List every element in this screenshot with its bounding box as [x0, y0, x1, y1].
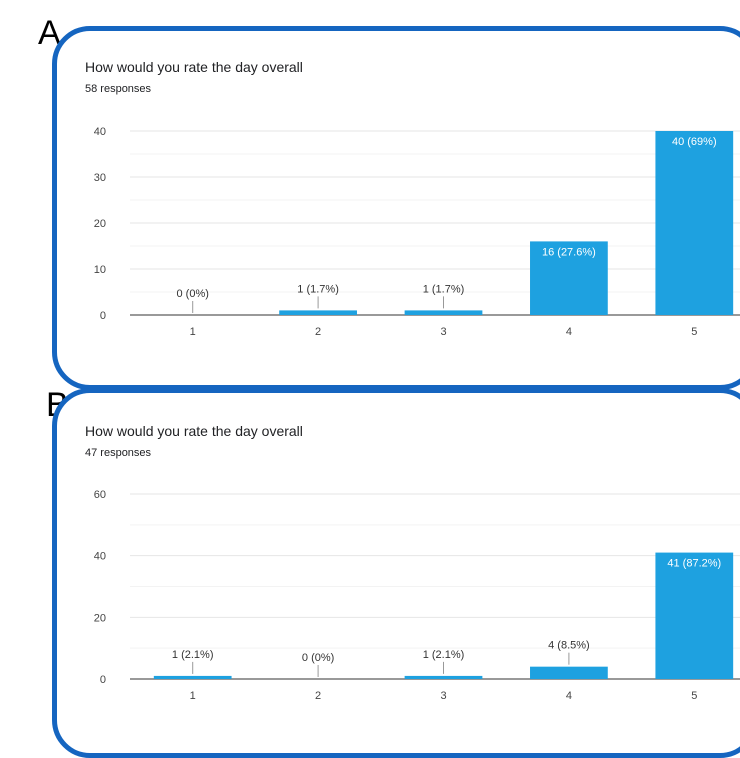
x-tick-label: 5: [691, 326, 697, 338]
data-label: 40 (69%): [672, 136, 717, 148]
data-label: 4 (8.5%): [548, 640, 590, 652]
data-label: 0 (0%): [176, 288, 208, 300]
x-tick-label: 4: [566, 690, 572, 702]
chart-panel-b: How would you rate the day overall 47 re…: [52, 388, 740, 758]
y-tick-label: 60: [94, 489, 106, 501]
bar: [404, 310, 483, 315]
bar: [655, 131, 734, 315]
x-tick-label: 5: [691, 690, 697, 702]
y-tick-label: 10: [94, 264, 106, 276]
y-tick-label: 0: [100, 310, 106, 322]
bar: [153, 675, 232, 679]
bar-chart-b: 0 20 40 60 1 1 (2.1%) 2 0 (0%) 3 1 (2.1%) 4 4 (8.5%…: [94, 489, 740, 702]
data-label: 1 (2.1%): [172, 649, 214, 661]
x-tick-label: 3: [440, 690, 446, 702]
chart-subtitle: 47 responses: [85, 447, 152, 459]
data-label: 41 (87.2%): [667, 558, 721, 570]
bar: [279, 310, 357, 315]
x-tick-label: 2: [315, 690, 321, 702]
y-tick-label: 40: [94, 551, 106, 563]
bar: [404, 675, 483, 679]
y-tick-label: 40: [94, 126, 106, 138]
y-tick-label: 30: [94, 172, 106, 184]
data-label: 16 (27.6%): [542, 246, 596, 258]
bar: [530, 241, 608, 315]
x-tick-label: 3: [440, 326, 446, 338]
chart-title: How would you rate the day overall: [85, 423, 303, 439]
x-tick-label: 1: [190, 690, 196, 702]
data-label: 0 (0%): [302, 652, 334, 664]
chart-subtitle: 58 responses: [85, 83, 152, 95]
x-tick-label: 2: [315, 326, 321, 338]
bar: [655, 552, 734, 679]
data-label: 1 (1.7%): [423, 283, 465, 295]
y-tick-label: 0: [100, 674, 106, 686]
bar: [530, 666, 608, 679]
y-tick-label: 20: [94, 218, 106, 230]
y-tick-label: 20: [94, 612, 106, 624]
panel-label-a: A: [38, 14, 61, 52]
bar-chart-a: 0 10 20 30 40 1 0 (0%) 2 1 (1.7%) 3 1 (1.7%) 4 16 (2…: [94, 126, 740, 338]
data-label: 1 (2.1%): [423, 649, 465, 661]
x-tick-label: 1: [190, 326, 196, 338]
chart-panel-a: How would you rate the day overall 58 re…: [52, 26, 740, 390]
x-tick-label: 4: [566, 326, 572, 338]
chart-title: How would you rate the day overall: [85, 59, 303, 75]
data-label: 1 (1.7%): [297, 283, 339, 295]
